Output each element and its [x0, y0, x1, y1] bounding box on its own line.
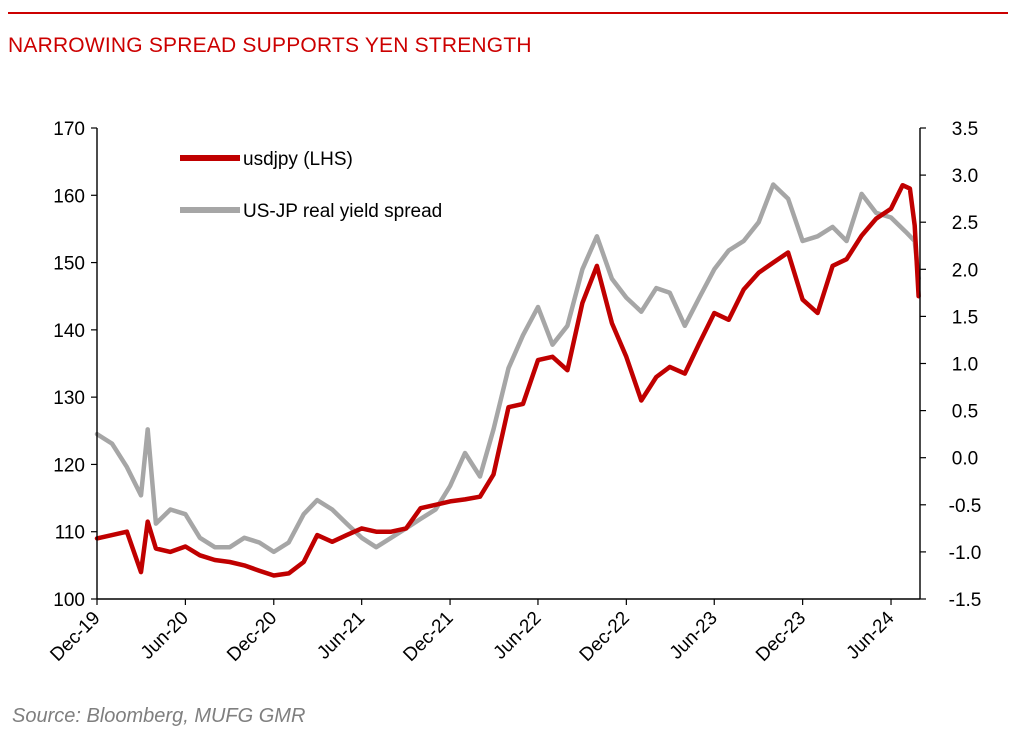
- right-axis-tick-label: 0.5: [952, 402, 978, 423]
- source-note: Source: Bloomberg, MUFG GMR: [12, 705, 306, 727]
- chart-area: 100 110 120 130 140 150 160 170 -1.5 -1.0 -0.5 0.0 0…: [46, 119, 982, 666]
- left-axis-tick-label: 140: [53, 321, 85, 342]
- legend-label-usdjpy: usdjpy (LHS): [243, 149, 353, 170]
- x-axis-tick-label: Dec-19: [46, 608, 104, 666]
- left-axis-tick-label: 120: [53, 455, 85, 476]
- x-axis-tick-label: Jun-22: [490, 608, 546, 664]
- series-line-usdjpy: [94, 182, 921, 578]
- x-axis-tick-label: Jun-24: [843, 607, 899, 663]
- left-axis-tick-label: 160: [53, 186, 85, 207]
- chart-title: NARROWING SPREAD SUPPORTS YEN STRENGTH: [8, 34, 532, 57]
- right-axis-tick-label: 2.0: [952, 260, 978, 281]
- left-axis-tick-label: 100: [53, 590, 85, 611]
- right-axis-tick-label: -0.5: [949, 496, 982, 517]
- x-axis-tick-label: Jun-23: [666, 608, 722, 664]
- left-axis-tick-label: 150: [53, 254, 85, 275]
- x-axis-tick-label: Dec-20: [223, 608, 281, 666]
- right-axis-tick-label: -1.0: [949, 543, 982, 564]
- right-axis-tick-label: 3.0: [952, 166, 978, 187]
- left-axis-tick-label: 110: [55, 523, 85, 544]
- legend: usdjpy (LHS) US-JP real yield spread: [180, 149, 442, 222]
- right-axis-tick-label: 1.5: [952, 307, 978, 328]
- left-axis-tick-label: 130: [53, 388, 85, 409]
- x-axis-tick-label: Jun-21: [313, 608, 369, 664]
- x-axis-tick-label: Dec-21: [399, 608, 457, 666]
- right-axis-tick-label: 0.0: [952, 449, 978, 470]
- right-axis-tick-label: 1.0: [952, 355, 978, 376]
- x-axis-tick-label: Dec-22: [576, 608, 634, 666]
- series-line-us-jp-real-yield-spread: [94, 182, 921, 555]
- right-axis-tick-label: 3.5: [952, 119, 978, 140]
- right-axis-tick-label: -1.5: [949, 590, 982, 611]
- x-axis-tick-label: Dec-23: [752, 608, 810, 666]
- legend-label-spread: US-JP real yield spread: [243, 201, 442, 222]
- left-axis-tick-label: 170: [53, 119, 85, 140]
- top-rule: [8, 12, 1008, 14]
- x-axis-tick-label: Jun-20: [137, 608, 193, 664]
- right-axis-tick-label: 2.5: [952, 213, 978, 234]
